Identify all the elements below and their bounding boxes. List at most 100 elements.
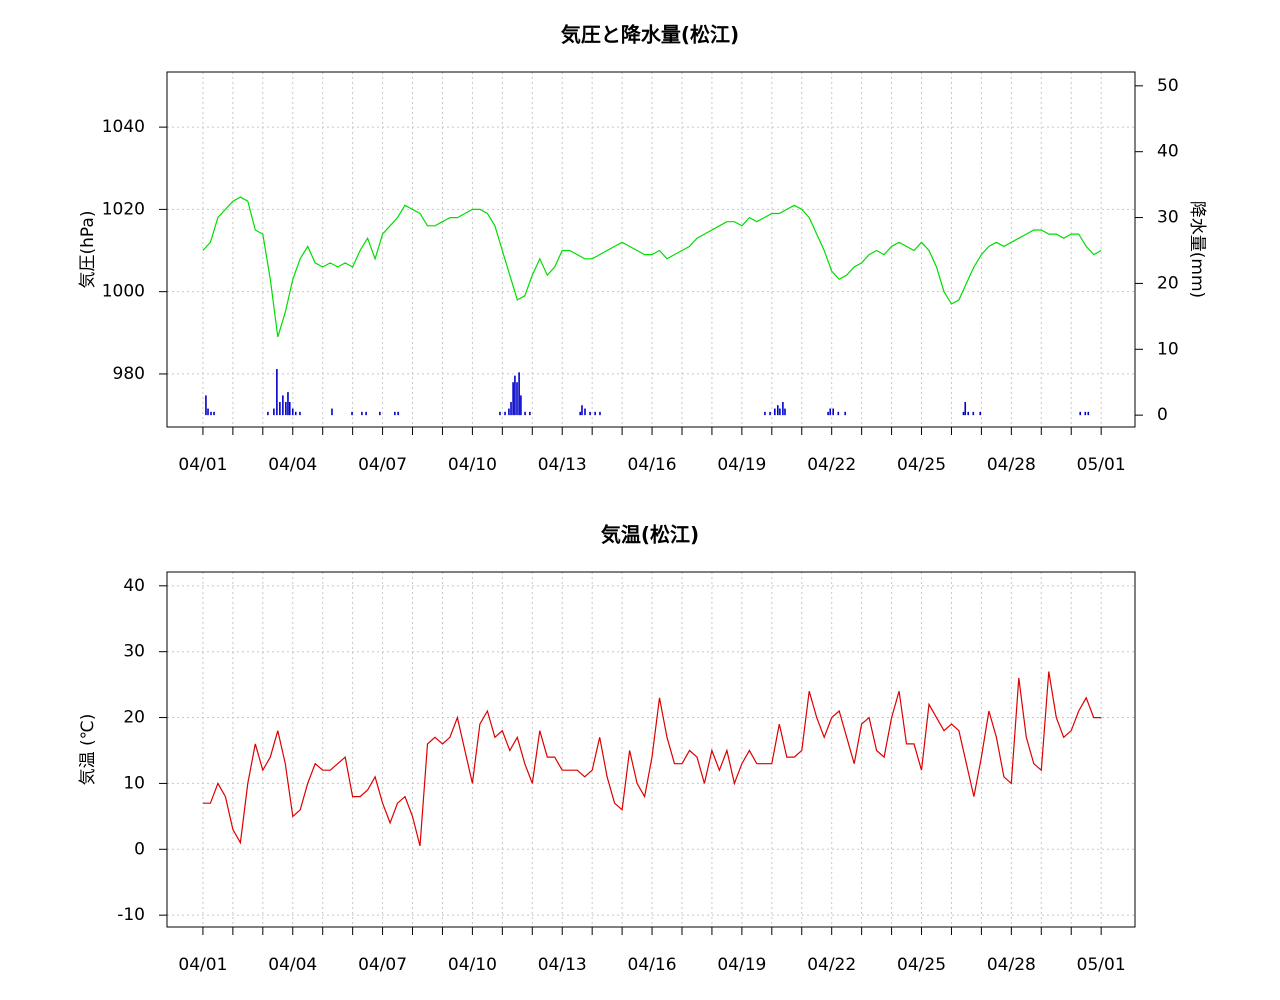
- bar: [516, 382, 518, 416]
- x-tick-label: 04/13: [538, 955, 587, 975]
- bar: [351, 411, 353, 416]
- bar: [589, 411, 591, 416]
- bar: [764, 411, 766, 416]
- x-tick-label: 04/10: [448, 455, 497, 475]
- bar: [827, 411, 829, 416]
- y-tick-label: 1020: [102, 199, 145, 219]
- plot-frame: [166, 571, 1136, 928]
- bar: [774, 408, 776, 416]
- x-tick-label: 04/22: [807, 955, 856, 975]
- bar: [518, 372, 520, 416]
- x-tick-label: 05/01: [1077, 955, 1126, 975]
- bar: [299, 411, 301, 416]
- line: [202, 196, 1102, 338]
- x-tick-label: 04/25: [897, 955, 946, 975]
- bar: [967, 411, 970, 416]
- y-axis-label: 気圧(hPa): [78, 211, 98, 289]
- x-tick-label: 04/19: [717, 455, 766, 475]
- bar: [361, 411, 363, 416]
- y-axis-label: 気温 (℃): [78, 714, 98, 786]
- bar: [962, 411, 965, 416]
- bar: [287, 392, 289, 416]
- line: [202, 671, 1102, 847]
- plot-frame: [166, 71, 1136, 428]
- bar: [508, 408, 510, 416]
- bar: [288, 401, 291, 416]
- bar: [579, 411, 581, 416]
- bar: [285, 401, 287, 416]
- bar: [282, 395, 284, 416]
- bar: [599, 411, 601, 416]
- bar: [769, 411, 771, 416]
- x-tick-label: 04/13: [538, 455, 587, 475]
- x-tick-label: 04/28: [987, 955, 1036, 975]
- bar: [365, 411, 367, 416]
- y-tick-label: 30: [123, 642, 145, 662]
- bar: [777, 405, 779, 416]
- y-tick-label: 1040: [102, 117, 145, 137]
- bar: [964, 401, 967, 416]
- bar: [972, 411, 975, 416]
- bar: [779, 408, 781, 416]
- y2-tick-label: 40: [1157, 142, 1179, 162]
- x-tick-label: 04/04: [268, 955, 317, 975]
- x-tick-label: 04/07: [358, 955, 407, 975]
- y-tick-label: 980: [113, 364, 145, 384]
- y2-tick-label: 20: [1157, 273, 1179, 293]
- x-tick-label: 04/22: [807, 455, 856, 475]
- y-tick-label: 0: [134, 839, 145, 859]
- bar: [504, 411, 506, 416]
- bar: [529, 411, 531, 416]
- bar: [979, 411, 982, 416]
- chart-title: 気温(松江): [601, 523, 699, 547]
- y2-tick-label: 30: [1157, 208, 1179, 228]
- bar: [581, 405, 583, 416]
- bar: [210, 411, 212, 416]
- bar: [514, 375, 516, 416]
- x-tick-label: 04/01: [178, 455, 227, 475]
- bar: [1084, 411, 1087, 416]
- x-tick-label: 04/16: [628, 955, 677, 975]
- y-tick-label: 20: [123, 708, 145, 728]
- bar: [784, 408, 786, 416]
- bar: [510, 401, 512, 416]
- bar: [213, 411, 215, 416]
- bar: [279, 401, 281, 416]
- y2-tick-label: 0: [1157, 405, 1168, 425]
- x-tick-label: 05/01: [1077, 455, 1126, 475]
- y2-axis-label: 降水量(mm): [1187, 201, 1207, 298]
- bar: [520, 395, 522, 416]
- y-tick-label: 40: [123, 576, 145, 596]
- bar: [524, 411, 526, 416]
- bar: [1079, 411, 1082, 416]
- x-tick-label: 04/25: [897, 455, 946, 475]
- bar: [512, 382, 514, 416]
- bar: [294, 411, 297, 416]
- x-tick-label: 04/10: [448, 955, 497, 975]
- y-tick-label: -10: [117, 905, 145, 925]
- x-tick-label: 04/19: [717, 955, 766, 975]
- y-tick-label: 1000: [102, 282, 145, 302]
- bar: [829, 408, 831, 416]
- chart-title: 気圧と降水量(松江): [561, 23, 739, 47]
- y2-tick-label: 10: [1157, 339, 1179, 359]
- bar: [331, 408, 333, 416]
- x-tick-label: 04/04: [268, 455, 317, 475]
- bar: [205, 395, 207, 416]
- bar: [844, 411, 846, 416]
- y2-tick-label: 50: [1157, 76, 1179, 96]
- bar: [584, 408, 586, 416]
- bar: [1087, 411, 1090, 416]
- bar: [291, 408, 294, 416]
- bar: [782, 401, 784, 416]
- bar: [207, 408, 209, 416]
- bar: [379, 411, 381, 416]
- bar: [394, 411, 396, 416]
- bar: [267, 411, 269, 416]
- bar: [397, 411, 399, 416]
- bar: [273, 408, 275, 416]
- bar: [832, 408, 834, 416]
- y-tick-label: 10: [123, 773, 145, 793]
- bar: [594, 411, 596, 416]
